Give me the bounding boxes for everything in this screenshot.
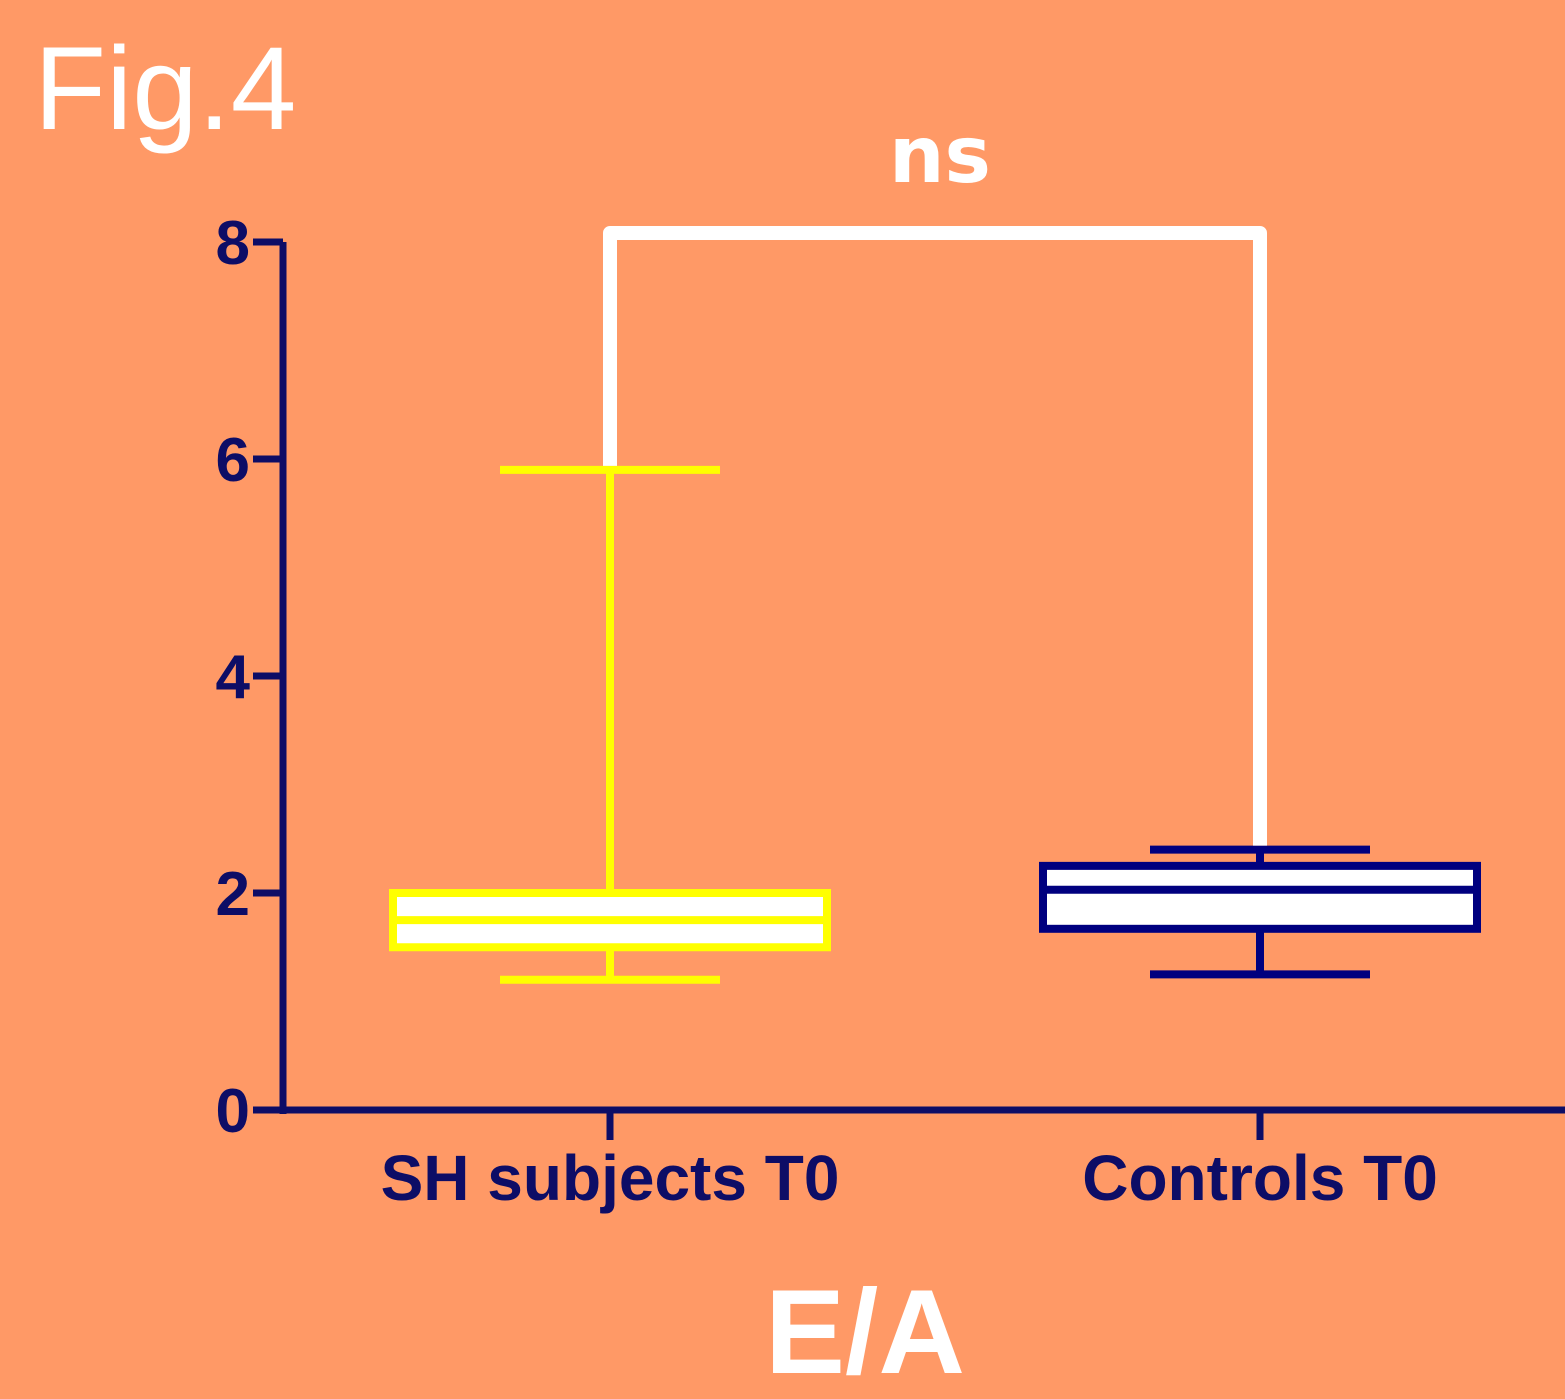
- x-tick-label-1: Controls T0: [1082, 1142, 1438, 1214]
- y-tick-label-8: 8: [216, 209, 250, 278]
- box-1-iqr: [1039, 861, 1481, 933]
- y-tick-label-4: 4: [216, 643, 251, 712]
- x-axis-title: E/A: [764, 1265, 966, 1399]
- y-tick-label-6: 6: [216, 426, 250, 495]
- y-tick-label-0: 0: [216, 1077, 250, 1146]
- figure-label: Fig.4: [34, 23, 297, 155]
- significance-bracket: [603, 226, 1267, 846]
- significance-label: ns: [889, 111, 991, 201]
- x-tick-label-0: SH subjects T0: [381, 1142, 840, 1214]
- y-tick-label-2: 2: [216, 860, 250, 929]
- box-plot-chart: 0 2 4 6 8 SH subjects T0 Controls T0 ns: [216, 111, 1565, 1214]
